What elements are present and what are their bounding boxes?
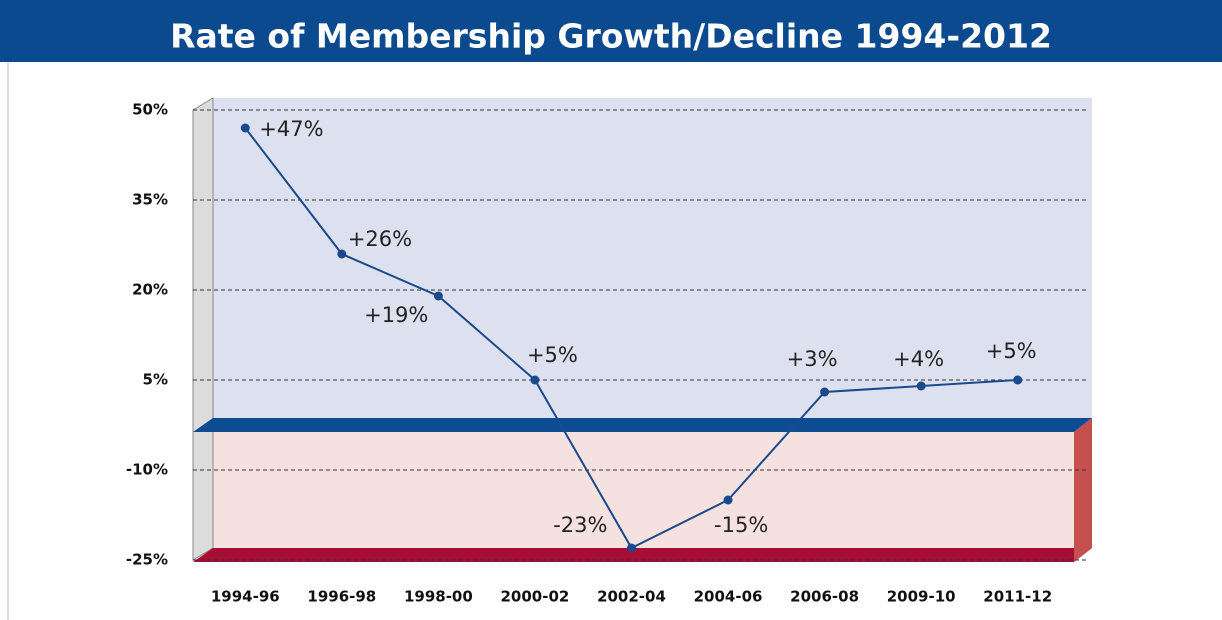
y-tick-label: 35% — [132, 191, 168, 209]
y-tick-label: -25% — [126, 551, 168, 569]
data-label: +5% — [527, 343, 578, 367]
x-tick-label: 1994-96 — [211, 588, 280, 606]
x-tick-label: 1998-00 — [404, 588, 473, 606]
x-tick-label: 2006-08 — [790, 588, 859, 606]
x-tick-label: 2009-10 — [887, 588, 956, 606]
zero-band — [193, 418, 1092, 432]
title-bar — [0, 0, 1222, 62]
point — [530, 375, 540, 385]
x-tick-label: 2004-06 — [694, 588, 763, 606]
y-tick-label: 5% — [143, 371, 168, 389]
left-wall — [192, 97, 214, 561]
point — [337, 249, 347, 259]
point — [240, 123, 250, 133]
x-tick-label: 2011-12 — [983, 588, 1052, 606]
x-tick-label: 2000-02 — [501, 588, 570, 606]
point — [627, 543, 636, 553]
upper-wall — [213, 98, 1092, 418]
point — [1013, 375, 1023, 385]
data-label: +47% — [259, 117, 323, 141]
data-label: +3% — [787, 347, 838, 371]
y-tick-label: -10% — [126, 461, 168, 479]
data-label: +19% — [364, 303, 428, 327]
x-tick-label: 2002-04 — [597, 588, 666, 606]
x-tick-label: 1996-98 — [307, 588, 376, 606]
plot-background — [192, 97, 1092, 562]
point — [820, 387, 830, 397]
bottom-band — [193, 548, 1092, 562]
y-tick-label: 50% — [132, 101, 168, 119]
data-label: -15% — [714, 513, 768, 537]
right-side — [1074, 418, 1092, 562]
point — [916, 381, 926, 391]
point — [723, 495, 733, 505]
lower-wall — [213, 418, 1074, 560]
data-label: -23% — [553, 513, 607, 537]
data-label: +5% — [986, 339, 1037, 363]
point — [433, 291, 443, 301]
chart-title: Rate of Membership Growth/Decline 1994-2… — [170, 17, 1052, 56]
data-label: +4% — [893, 347, 944, 371]
y-tick-label: 20% — [132, 281, 168, 299]
data-label: +26% — [348, 227, 412, 251]
